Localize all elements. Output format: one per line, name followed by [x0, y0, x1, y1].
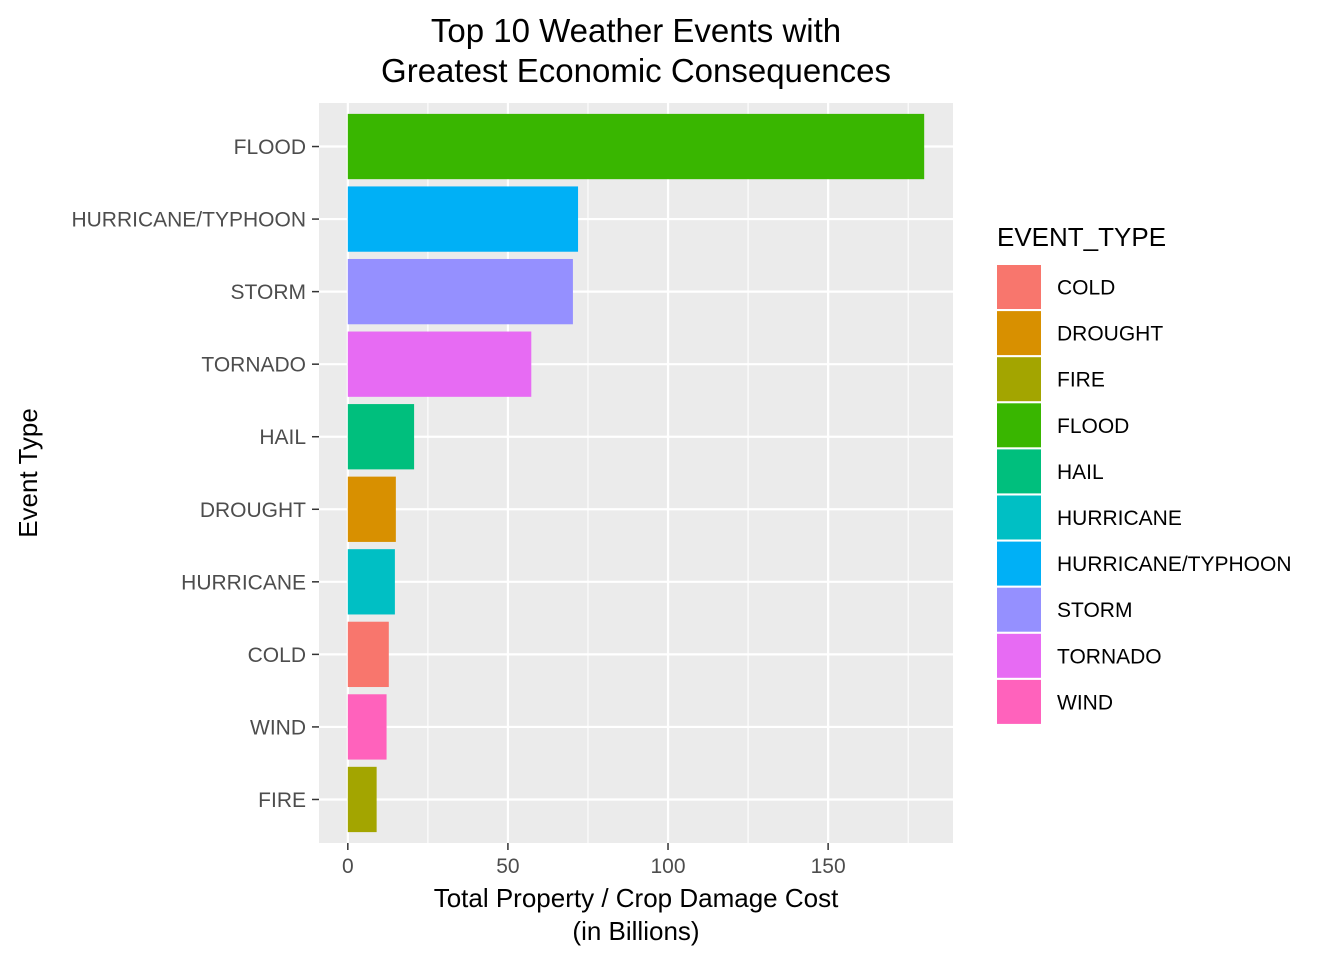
- bar-drought: [347, 476, 396, 542]
- y-tick-label: STORM: [231, 281, 306, 304]
- x-tick-label: 50: [496, 855, 519, 878]
- y-tick-label: DROUGHT: [200, 499, 306, 522]
- legend-key: [997, 679, 1041, 724]
- legend-key: [997, 633, 1041, 678]
- legend-label: HAIL: [1057, 461, 1104, 484]
- bar-hurricane: [347, 549, 395, 615]
- legend-label: FLOOD: [1057, 415, 1129, 438]
- y-tick-label: HAIL: [259, 426, 306, 449]
- x-axis-title-line-2: (in Billions): [572, 916, 699, 946]
- bar-flood: [347, 113, 925, 180]
- legend-title: EVENT_TYPE: [997, 222, 1166, 252]
- legend: COLD DROUGHT FIRE FLOOD HAIL HURRICANE HURRICA…: [997, 265, 1292, 724]
- x-tick-label: 0: [342, 855, 354, 878]
- legend-label: WIND: [1057, 691, 1113, 714]
- bar-wind: [347, 694, 387, 760]
- y-tick-label: FLOOD: [234, 136, 306, 159]
- legend-key: [997, 495, 1041, 540]
- bar-storm: [347, 258, 573, 325]
- y-tick-label: TORNADO: [201, 354, 306, 377]
- legend-key: [997, 357, 1041, 402]
- bar-cold: [347, 621, 389, 688]
- bar-fire: [347, 766, 377, 833]
- legend-key: [997, 541, 1041, 586]
- bar-hail: [347, 404, 415, 470]
- legend-key: [997, 403, 1041, 448]
- bars: [347, 113, 925, 833]
- legend-label: FIRE: [1057, 369, 1105, 392]
- y-tick-label: WIND: [250, 716, 306, 739]
- x-axis: 0 50 100 150: [342, 843, 846, 878]
- y-axis-title: Event Type: [13, 408, 43, 538]
- legend-label: TORNADO: [1057, 645, 1162, 668]
- y-tick-label: HURRICANE/TYPHOON: [71, 209, 306, 232]
- legend-key: [997, 265, 1041, 309]
- bar-hurricane-typhoon: [347, 186, 579, 252]
- y-tick-label: COLD: [248, 644, 306, 667]
- chart-title-line-2: Greatest Economic Consequences: [381, 52, 891, 89]
- legend-key: [997, 311, 1041, 356]
- legend-label: DROUGHT: [1057, 323, 1163, 346]
- legend-key: [997, 449, 1041, 494]
- x-axis-title-line-1: Total Property / Crop Damage Cost: [434, 883, 839, 913]
- bar-tornado: [347, 331, 532, 397]
- legend-label: COLD: [1057, 277, 1115, 300]
- legend-label: STORM: [1057, 599, 1132, 622]
- chart-title-line-1: Top 10 Weather Events with: [431, 12, 841, 49]
- legend-label: HURRICANE/TYPHOON: [1057, 553, 1292, 576]
- legend-label: HURRICANE: [1057, 507, 1182, 530]
- x-tick-label: 100: [650, 855, 685, 878]
- y-tick-label: HURRICANE: [181, 571, 306, 594]
- x-tick-label: 150: [811, 855, 846, 878]
- y-tick-label: FIRE: [258, 789, 306, 812]
- legend-key: [997, 587, 1041, 632]
- y-axis: FLOOD HURRICANE/TYPHOON STORM TORNADO HAIL DR…: [71, 136, 319, 812]
